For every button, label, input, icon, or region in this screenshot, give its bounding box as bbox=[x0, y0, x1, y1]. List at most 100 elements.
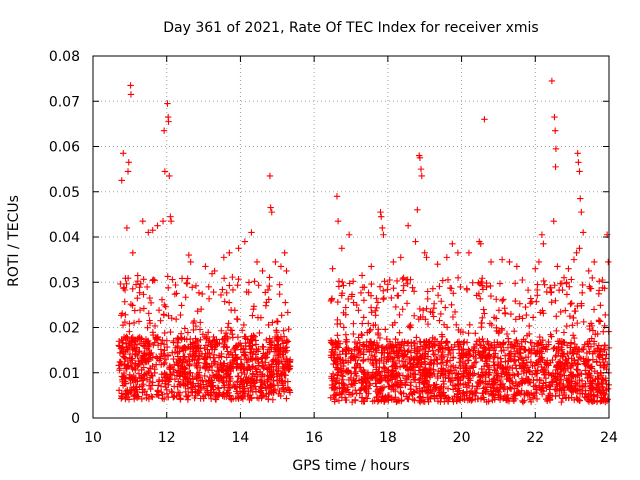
data-point bbox=[177, 396, 184, 403]
data-point bbox=[548, 288, 555, 296]
data-point bbox=[485, 366, 492, 373]
data-point bbox=[536, 333, 543, 341]
data-point bbox=[227, 367, 234, 374]
data-point bbox=[255, 282, 262, 289]
data-point bbox=[490, 362, 498, 369]
data-point bbox=[390, 347, 397, 355]
data-point bbox=[537, 358, 544, 366]
data-point bbox=[276, 290, 283, 298]
data-point bbox=[356, 345, 364, 352]
data-point bbox=[583, 349, 591, 357]
data-point bbox=[563, 291, 571, 298]
y-tick-label: 0.01 bbox=[49, 366, 80, 382]
data-point bbox=[469, 279, 476, 286]
data-point bbox=[597, 318, 604, 325]
data-point bbox=[157, 383, 165, 390]
data-point bbox=[440, 321, 448, 328]
data-point bbox=[365, 375, 372, 383]
data-point bbox=[513, 365, 520, 372]
data-point bbox=[456, 380, 464, 388]
data-point bbox=[455, 370, 462, 377]
y-tick-label: 0 bbox=[71, 411, 80, 427]
data-point bbox=[416, 154, 424, 162]
data-point bbox=[511, 372, 518, 379]
data-point bbox=[385, 356, 392, 363]
data-point bbox=[410, 288, 418, 295]
data-point bbox=[136, 306, 144, 314]
data-point bbox=[281, 249, 288, 257]
data-point bbox=[595, 317, 603, 324]
data-point bbox=[248, 345, 255, 352]
data-point bbox=[584, 357, 592, 364]
data-point bbox=[333, 356, 340, 364]
data-point bbox=[372, 307, 379, 315]
data-point bbox=[472, 330, 479, 337]
data-point bbox=[168, 315, 175, 322]
data-point bbox=[328, 295, 336, 302]
data-point bbox=[183, 279, 190, 287]
data-point bbox=[487, 292, 495, 300]
data-point bbox=[396, 357, 403, 365]
data-point bbox=[423, 379, 430, 386]
data-point bbox=[595, 290, 602, 298]
data-point bbox=[495, 307, 503, 314]
data-point bbox=[184, 385, 192, 392]
data-point bbox=[256, 329, 263, 337]
data-point bbox=[540, 240, 547, 247]
data-point bbox=[122, 275, 129, 282]
data-point bbox=[598, 378, 605, 386]
data-point bbox=[161, 329, 168, 337]
data-point bbox=[214, 384, 222, 391]
data-point bbox=[493, 315, 500, 322]
data-point bbox=[284, 309, 291, 316]
data-point bbox=[186, 350, 194, 358]
data-point bbox=[582, 380, 589, 387]
data-point bbox=[145, 340, 153, 348]
data-point bbox=[393, 398, 400, 405]
data-point bbox=[568, 276, 575, 283]
data-point bbox=[161, 168, 169, 175]
data-point bbox=[496, 377, 504, 385]
data-point bbox=[157, 346, 165, 353]
data-point bbox=[411, 340, 419, 347]
data-point bbox=[125, 159, 132, 166]
data-point bbox=[445, 395, 453, 403]
data-point bbox=[248, 395, 255, 402]
data-point bbox=[211, 267, 218, 275]
data-point bbox=[132, 361, 139, 369]
data-point bbox=[516, 343, 523, 350]
data-point bbox=[477, 240, 484, 247]
data-point bbox=[367, 292, 375, 299]
data-point bbox=[581, 358, 589, 365]
data-point bbox=[352, 396, 359, 403]
data-point bbox=[127, 300, 135, 308]
data-point bbox=[507, 348, 515, 355]
data-point bbox=[422, 351, 429, 358]
data-point bbox=[499, 297, 506, 304]
data-point bbox=[450, 290, 457, 297]
data-point bbox=[358, 398, 365, 405]
data-point bbox=[542, 395, 550, 403]
data-point bbox=[490, 376, 497, 383]
data-point bbox=[269, 319, 276, 326]
data-point bbox=[393, 277, 401, 285]
data-point bbox=[526, 379, 534, 386]
data-point bbox=[396, 329, 403, 336]
data-point bbox=[221, 382, 228, 389]
data-point bbox=[513, 336, 520, 344]
data-point bbox=[420, 398, 427, 405]
data-point bbox=[345, 346, 352, 354]
data-point bbox=[442, 374, 449, 381]
data-point bbox=[140, 305, 148, 312]
data-point bbox=[177, 311, 184, 319]
data-point bbox=[532, 382, 540, 389]
data-point bbox=[262, 359, 269, 366]
data-point bbox=[336, 351, 344, 358]
data-point bbox=[435, 347, 442, 355]
data-point bbox=[145, 395, 153, 403]
data-point bbox=[182, 294, 189, 301]
data-point bbox=[225, 350, 233, 358]
data-point bbox=[284, 364, 292, 371]
data-point bbox=[423, 254, 430, 261]
data-point bbox=[591, 258, 598, 266]
